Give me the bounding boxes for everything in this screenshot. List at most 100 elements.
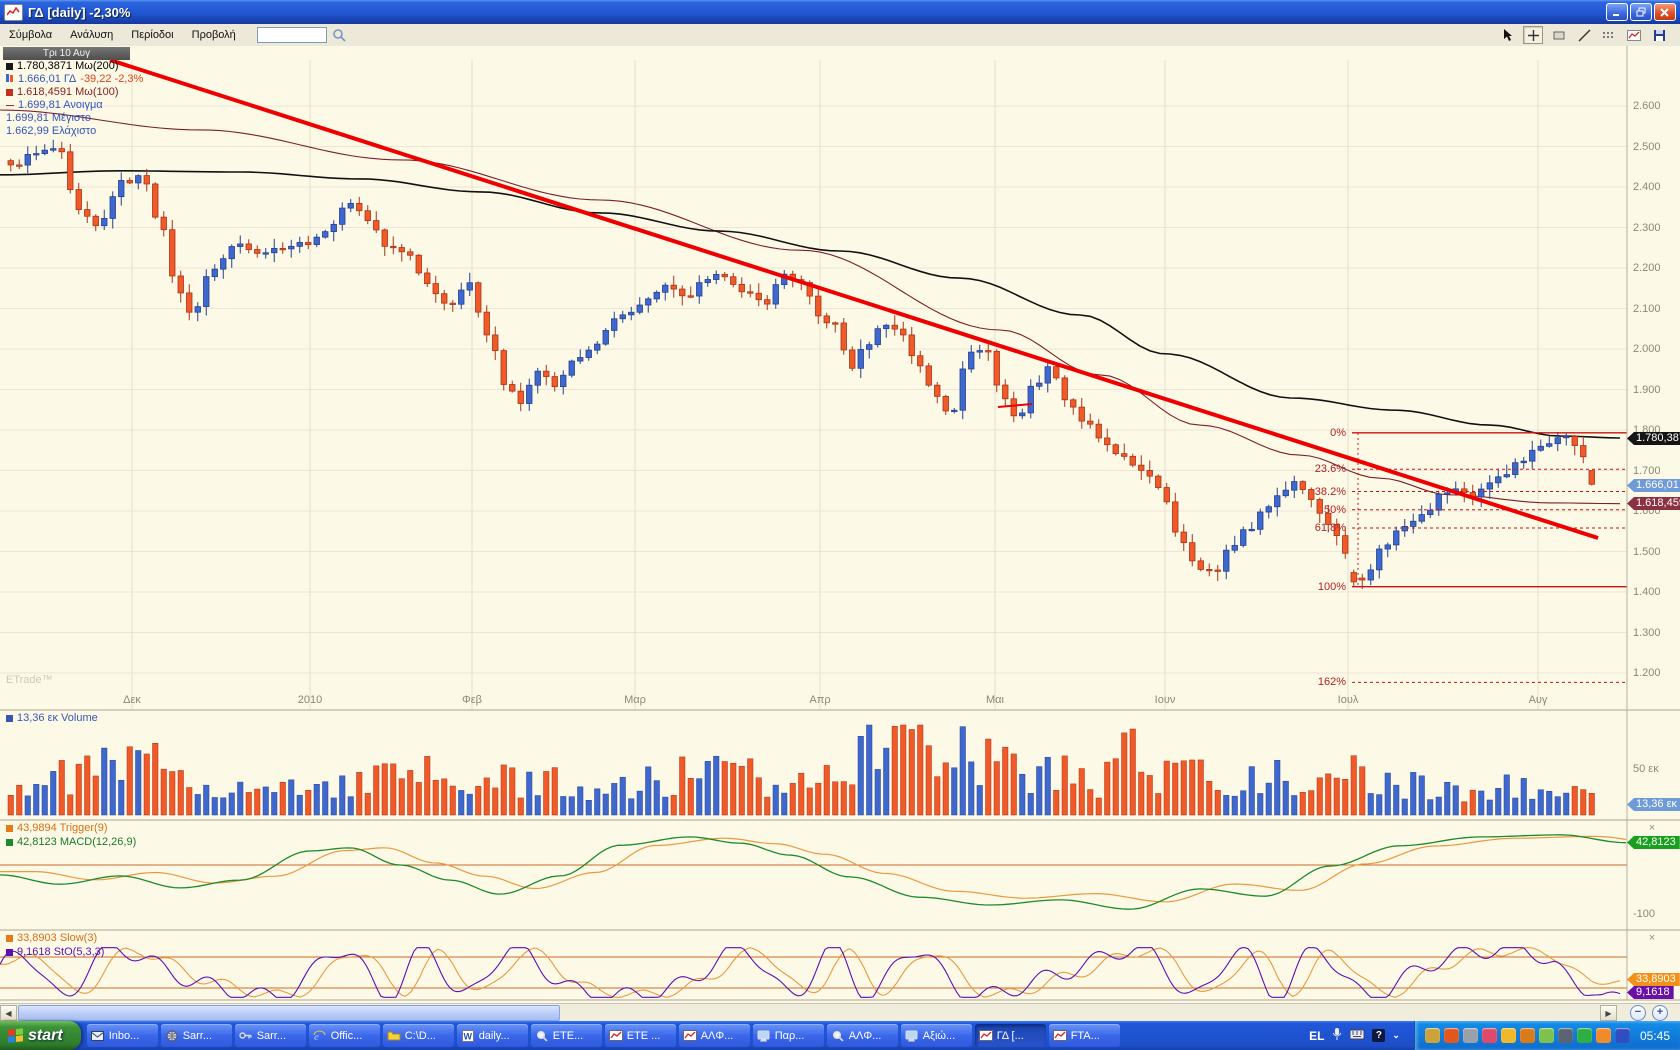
trendline-tool-icon[interactable] bbox=[1575, 27, 1593, 43]
taskbar-task-active[interactable]: ΓΔ [... bbox=[974, 1024, 1046, 1047]
volume-bar bbox=[1070, 783, 1077, 816]
taskbar-task-button[interactable]: Sarr... bbox=[234, 1024, 306, 1047]
volume-bar bbox=[857, 736, 864, 816]
candle-body bbox=[1282, 489, 1289, 497]
search-icon[interactable] bbox=[330, 27, 348, 43]
volume-bar bbox=[169, 771, 176, 816]
microphone-icon[interactable] bbox=[1331, 1027, 1343, 1044]
volume-bar bbox=[279, 782, 286, 816]
volume-bar bbox=[823, 765, 830, 816]
taskbar-task-button[interactable]: e Offic... bbox=[308, 1024, 380, 1047]
tray-icon[interactable] bbox=[1538, 1028, 1554, 1043]
tray-icon[interactable] bbox=[1595, 1028, 1611, 1043]
month-label: Αυγ bbox=[1528, 694, 1548, 706]
legend-text: 1.662,99 Ελάχιστο bbox=[6, 125, 97, 137]
candle-body bbox=[194, 306, 201, 313]
volume-bar bbox=[126, 746, 133, 816]
minimize-button[interactable] bbox=[1606, 3, 1628, 21]
legend-row: 1.699,81 Ανοιγμα bbox=[6, 99, 103, 111]
volume-bar bbox=[143, 753, 150, 816]
menu-item-περίοδοι[interactable]: Περίοδοι bbox=[131, 29, 174, 41]
scrollbar-thumb[interactable] bbox=[18, 1005, 560, 1021]
candle-body bbox=[551, 376, 558, 388]
tray-icon[interactable] bbox=[1424, 1028, 1440, 1043]
scroll-right-arrow[interactable]: ▶ bbox=[1600, 1005, 1617, 1021]
chart-area[interactable]: Τρι 10 Αυγ 1.780,3871 Μω(200) 1.666,01 ΓΔ… bbox=[0, 46, 1680, 1003]
tray-icon[interactable] bbox=[1614, 1028, 1630, 1043]
taskbar-task-button[interactable]: C:\D... bbox=[382, 1024, 454, 1047]
tray-icon[interactable] bbox=[1462, 1028, 1478, 1043]
taskbar-task-button[interactable]: ΕΤΕ ... bbox=[604, 1024, 676, 1047]
dots-tool-icon[interactable] bbox=[1600, 27, 1618, 43]
close-button[interactable] bbox=[1654, 3, 1676, 21]
candle-body bbox=[577, 357, 584, 362]
menu-item-προβολή[interactable]: Προβολή bbox=[191, 29, 236, 41]
close-macd-panel-icon[interactable]: × bbox=[1648, 822, 1656, 834]
candle-body bbox=[1163, 487, 1170, 503]
volume-bar bbox=[1010, 753, 1017, 816]
keyboard-icon[interactable] bbox=[1349, 1029, 1365, 1043]
candle-body bbox=[1529, 449, 1536, 462]
volume-bar bbox=[1231, 795, 1238, 816]
taskbar-task-button[interactable]: Παρ... bbox=[752, 1024, 824, 1047]
candle-body bbox=[1359, 577, 1366, 581]
price-chart-canvas[interactable] bbox=[0, 46, 1680, 1003]
taskbar-task-button[interactable]: Αξιώ... bbox=[900, 1024, 972, 1047]
help-icon[interactable]: ? bbox=[1372, 1029, 1386, 1042]
scroll-left-arrow[interactable]: ◀ bbox=[0, 1005, 17, 1021]
close-stochastic-panel-icon[interactable]: × bbox=[1648, 932, 1656, 944]
menu-item-ανάλυση[interactable]: Ανάλυση bbox=[70, 29, 114, 41]
tray-icon[interactable] bbox=[1481, 1028, 1497, 1043]
candle-body bbox=[296, 242, 303, 247]
volume-bar bbox=[789, 783, 796, 816]
volume-bar bbox=[1172, 762, 1179, 816]
zoom-out-button[interactable]: − bbox=[1630, 1005, 1646, 1021]
box-tool-icon[interactable] bbox=[1550, 27, 1568, 43]
candle-body bbox=[1206, 569, 1213, 572]
task-label: Inbo... bbox=[108, 1029, 140, 1042]
start-button[interactable]: start bbox=[0, 1021, 81, 1050]
tray-icon[interactable] bbox=[1576, 1028, 1592, 1043]
volume-bar bbox=[220, 797, 227, 816]
tray-icon[interactable] bbox=[1557, 1028, 1573, 1043]
indicator-header: 9,1618 StO(5,3,3) bbox=[6, 946, 104, 958]
macd-line bbox=[0, 834, 1627, 910]
taskbar-task-button[interactable]: ΑΛΦ... bbox=[826, 1024, 898, 1047]
tray-icon[interactable] bbox=[1500, 1028, 1516, 1043]
options-chevron-icon[interactable]: ⌄ bbox=[1392, 1030, 1400, 1040]
volume-bar bbox=[1112, 758, 1119, 816]
horizontal-scrollbar[interactable]: ◀ ▶ − + bbox=[0, 1003, 1680, 1022]
menu-item-σύμβολα[interactable]: Σύμβολα bbox=[9, 29, 53, 41]
volume-bar bbox=[670, 795, 677, 816]
tray-icon[interactable] bbox=[1443, 1028, 1459, 1043]
chart-icon bbox=[608, 1029, 623, 1042]
volume-bar bbox=[330, 797, 337, 816]
tray-icon[interactable] bbox=[1519, 1028, 1535, 1043]
candle-body bbox=[985, 350, 992, 353]
taskbar-task-button[interactable]: ΑΛΦ... bbox=[678, 1024, 750, 1047]
symbol-search-input[interactable] bbox=[256, 27, 327, 43]
volume-bar bbox=[288, 779, 295, 816]
candle-body bbox=[279, 247, 286, 251]
language-indicator[interactable]: EL bbox=[1309, 1028, 1325, 1043]
taskbar-task-button[interactable]: Sarr... bbox=[160, 1024, 232, 1047]
zoom-in-button[interactable]: + bbox=[1652, 1005, 1668, 1021]
save-tool-icon[interactable] bbox=[1650, 27, 1668, 43]
app-icon bbox=[4, 3, 23, 21]
volume-bar bbox=[832, 781, 839, 816]
taskbar-task-button[interactable]: ΕΤΕ... bbox=[530, 1024, 602, 1047]
taskbar-task-button[interactable]: FTA... bbox=[1048, 1024, 1120, 1047]
restore-button[interactable] bbox=[1630, 3, 1652, 21]
volume-bar bbox=[1520, 778, 1527, 816]
candle-body bbox=[500, 350, 507, 385]
taskbar-task-button[interactable]: Inbo... bbox=[86, 1024, 158, 1047]
pointer-tool-icon[interactable] bbox=[1498, 27, 1516, 43]
candle-body bbox=[84, 209, 91, 217]
chart-tool-icon[interactable] bbox=[1625, 27, 1643, 43]
magnifier-icon bbox=[831, 1029, 845, 1042]
task-label: daily... bbox=[478, 1029, 510, 1042]
crosshair-tool-icon[interactable] bbox=[1523, 26, 1543, 44]
candle-body bbox=[534, 370, 541, 386]
